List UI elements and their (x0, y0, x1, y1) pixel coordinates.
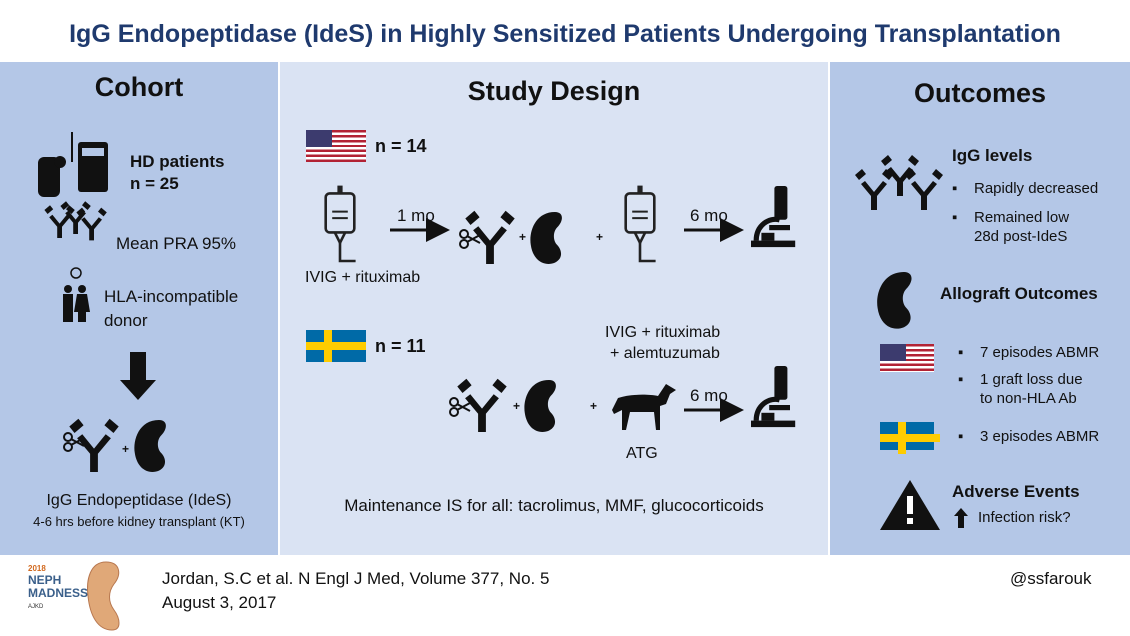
us-post-treatment-1: IVIG + rituximab (605, 324, 721, 341)
up-arrow-icon (954, 508, 968, 528)
igg-item: Rapidly decreased (952, 180, 1098, 197)
outcomes-heading: Outcomes (913, 78, 1047, 108)
hd-patients-label: HD patients (130, 152, 225, 171)
author-handle[interactable]: @ssfarouk (1010, 569, 1092, 588)
maintenance-is: Maintenance IS for all: tacrolimus, MMF,… (344, 496, 764, 515)
igg-item: 28d post-IdeS (974, 228, 1068, 245)
ides-timing: 4-6 hrs before kidney transplant (KT) (33, 514, 245, 529)
us-pre-treatment: IVIG + rituximab (305, 269, 421, 286)
citation-line2: August 3, 2017 (162, 593, 277, 612)
arrow-6mo (684, 218, 744, 242)
us-outcome: 1 graft loss due (958, 371, 1082, 388)
adverse-events-title: Adverse Events (952, 482, 1080, 501)
se-gap: 6 mo (690, 386, 728, 405)
us-n: n = 14 (375, 136, 427, 156)
kidney-icon (524, 380, 556, 432)
arrow-1mo (390, 218, 450, 242)
warning-icon (880, 480, 940, 530)
scissors-icon (449, 397, 471, 417)
outcomes-panel: Outcomes IgG levels Rapidly decreased Re… (830, 62, 1130, 555)
plus-sign: + (519, 230, 527, 244)
se-n: n = 11 (375, 336, 426, 356)
se-outcome: 3 episodes ABMR (958, 428, 1099, 445)
study-design-heading: Study Design (467, 76, 641, 106)
scissors-icon (459, 229, 481, 249)
cohort-panel: Cohort HD patients n = 25 Mean PRA 95% H… (0, 62, 278, 555)
ides-label: IgG Endopeptidase (IdeS) (46, 492, 232, 509)
kidney-icon (134, 420, 166, 472)
se-induction: ATG (626, 445, 658, 462)
microscope-icon (764, 392, 765, 393)
us-flag-icon (306, 130, 366, 162)
sweden-flag-icon (880, 422, 940, 454)
igg-item: Remained low (952, 209, 1069, 226)
us-flag-icon (880, 344, 934, 372)
down-arrow-icon (120, 352, 156, 400)
plus-sign: + (590, 399, 598, 413)
plus-sign: + (122, 442, 130, 456)
antibody-icon (69, 418, 119, 472)
antibodies-icon (855, 155, 943, 210)
antibody-icon (465, 210, 515, 264)
donor-line2: donor (104, 311, 148, 330)
antibody-icon (457, 378, 507, 432)
allograft-title: Allograft Outcomes (940, 284, 1098, 303)
study-design-panel: Study Design n = 14 IVIG + rituximab 1 m… (280, 62, 828, 555)
iv-bag-icon (324, 184, 357, 263)
mean-pra: Mean PRA 95% (116, 234, 237, 253)
antibodies-icon (44, 201, 107, 241)
page-title: IgG Endopeptidase (IdeS) in Highly Sensi… (69, 20, 1061, 48)
plus-sign: + (596, 230, 604, 244)
neph-madness-logo: 2018 NEPH MADNESS AJKD (22, 558, 122, 632)
kidney-icon (530, 212, 562, 264)
hd-patients-n: n = 25 (130, 174, 179, 193)
kidney-icon (877, 272, 912, 329)
sweden-flag-icon (306, 330, 366, 362)
microscope-icon (764, 212, 765, 213)
us-outcome: 7 episodes ABMR (958, 344, 1099, 361)
citation-line1: Jordan, S.C et al. N Engl J Med, Volume … (162, 569, 550, 588)
plus-sign: + (513, 399, 521, 413)
horse-icon (612, 384, 676, 430)
donor-line1: HLA-incompatible (104, 287, 239, 306)
arrow-6mo (684, 398, 744, 422)
incompatible-donor-icon (63, 267, 90, 322)
iv-bag-icon (624, 184, 657, 263)
dialysis-icon (38, 132, 108, 197)
cohort-heading: Cohort (94, 72, 184, 102)
us-post-treatment-2: + alemtuzumab (610, 345, 720, 362)
igg-levels-title: IgG levels (952, 146, 1033, 165)
us-gap1: 1 mo (397, 206, 435, 225)
us-gap2: 6 mo (690, 206, 728, 225)
adverse-event-item: Infection risk? (978, 509, 1071, 526)
us-outcome: to non-HLA Ab (980, 390, 1077, 407)
